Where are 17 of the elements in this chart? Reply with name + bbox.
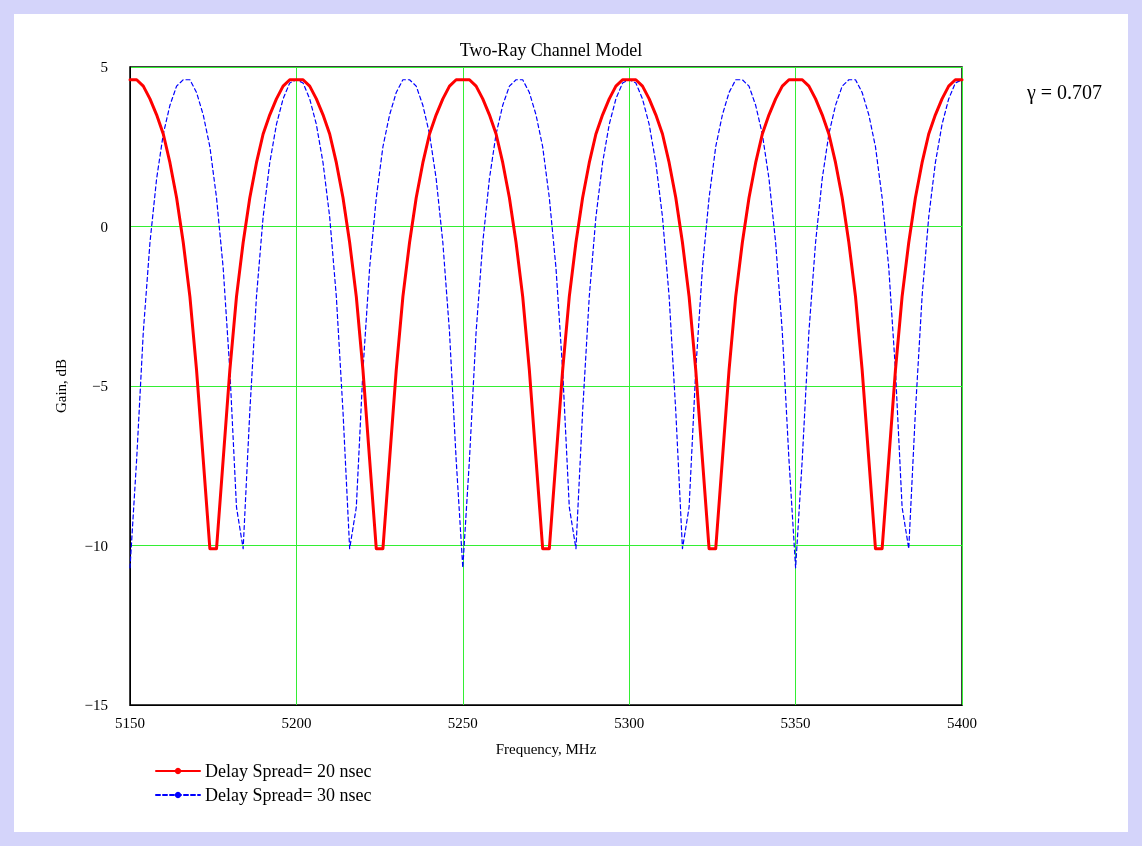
x-tick-label: 5250 — [447, 714, 478, 731]
y-axis-title: Gain, dB — [52, 358, 69, 414]
x-tick-label: 5300 — [614, 714, 645, 731]
y-tick-label: 0 — [100, 218, 108, 235]
x-tick-label: 5150 — [115, 714, 145, 731]
y-tick-label: −10 — [84, 537, 108, 554]
y-tick-label: −15 — [84, 697, 108, 713]
y-tick-label: 5 — [100, 59, 108, 75]
x-axis-title: Frequency, MHz — [495, 740, 597, 757]
x-tick-label: 5350 — [780, 714, 811, 731]
text: γ = 0.707 — [1025, 81, 1103, 104]
legend-label: Delay Spread= 20 nsec — [205, 761, 372, 781]
x-tick-label: 5200 — [281, 714, 312, 731]
legend-label: Delay Spread= 30 nsec — [205, 785, 372, 805]
x-tick-label: 5400 — [947, 714, 977, 731]
chart-title: Two-Ray Channel Model — [459, 40, 643, 60]
y-tick-label: −5 — [92, 378, 108, 394]
